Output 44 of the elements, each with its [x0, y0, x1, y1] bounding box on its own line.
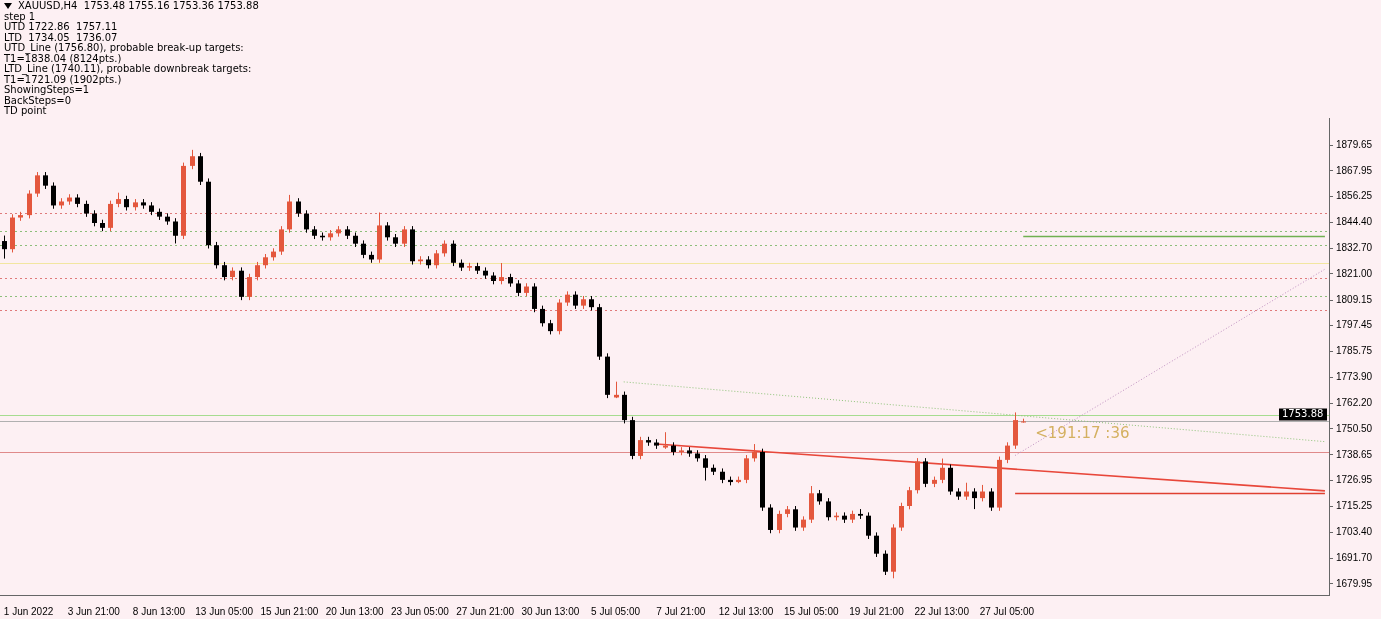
text: TD point — [4, 105, 47, 117]
annotation: <191:17 :36 — [1035, 424, 1130, 442]
y-tick-label: 1821.00 — [1336, 267, 1373, 279]
x-tick-label: 12 Jul 13:00 — [718, 605, 774, 617]
text: UTD_Line (1756.80), probable break-up targets: — [4, 42, 245, 54]
y-tick-label: 1856.25 — [1336, 190, 1373, 202]
y-tick-label: 1867.95 — [1336, 164, 1373, 176]
y-tick-label: 1762.20 — [1336, 396, 1373, 408]
text: UTD 1722.86 1757.11 — [4, 21, 119, 33]
x-tick-label: 7 Jul 21:00 — [656, 605, 706, 617]
y-tick-label: 1691.70 — [1336, 551, 1373, 563]
x-tick-label: 30 Jun 13:00 — [521, 605, 580, 617]
text: LTD_Line (1740.11), probable downbreak targets: — [4, 63, 253, 75]
ref-line-label: 1753.88 — [1282, 408, 1324, 420]
text: ShowingSteps=1 — [4, 84, 90, 96]
x-tick-label: 15 Jul 05:00 — [784, 605, 839, 617]
x-tick-label: 3 Jun 21:00 — [67, 605, 121, 617]
x-tick-label: 1 Jun 2022 — [3, 605, 54, 617]
y-tick-label: 1726.95 — [1336, 474, 1373, 486]
x-tick-label: 5 Jul 05:00 — [591, 605, 641, 617]
y-tick-label: 1679.95 — [1336, 577, 1373, 589]
y-tick-label: 1844.40 — [1336, 216, 1373, 228]
x-tick-label: 20 Jun 13:00 — [325, 605, 385, 617]
y-tick-label: 1785.75 — [1336, 345, 1373, 357]
x-tick-label: 22 Jul 13:00 — [914, 605, 970, 617]
y-tick-label: 1773.90 — [1336, 371, 1373, 383]
y-tick-label: 1750.50 — [1336, 422, 1373, 434]
y-tick-label: 1738.65 — [1336, 448, 1373, 460]
text: LTD 1734.05 1736.07 — [4, 31, 119, 43]
y-tick-label: 1832.70 — [1336, 242, 1373, 254]
y-tick-label: 1797.45 — [1336, 319, 1373, 331]
x-tick-label: 27 Jun 21:00 — [456, 605, 515, 617]
text: step 1 — [4, 10, 36, 22]
text: XAUUSD,H4 1753.48 1755.16 1753.36 1753.88 — [17, 0, 259, 12]
x-tick-label: 15 Jun 21:00 — [260, 605, 319, 617]
y-tick-label: 1715.25 — [1336, 500, 1373, 512]
y-tick-label: 1879.65 — [1336, 138, 1373, 150]
y-tick-label: 1703.40 — [1336, 526, 1373, 538]
x-tick-label: 8 Jun 13:00 — [132, 605, 186, 617]
x-tick-label: 13 Jun 05:00 — [195, 605, 254, 617]
x-tick-label: 19 Jul 21:00 — [849, 605, 905, 617]
x-tick-label: 23 Jun 05:00 — [390, 605, 450, 617]
y-tick-label: 1809.15 — [1336, 293, 1373, 305]
x-tick-label: 27 Jul 05:00 — [979, 605, 1035, 617]
